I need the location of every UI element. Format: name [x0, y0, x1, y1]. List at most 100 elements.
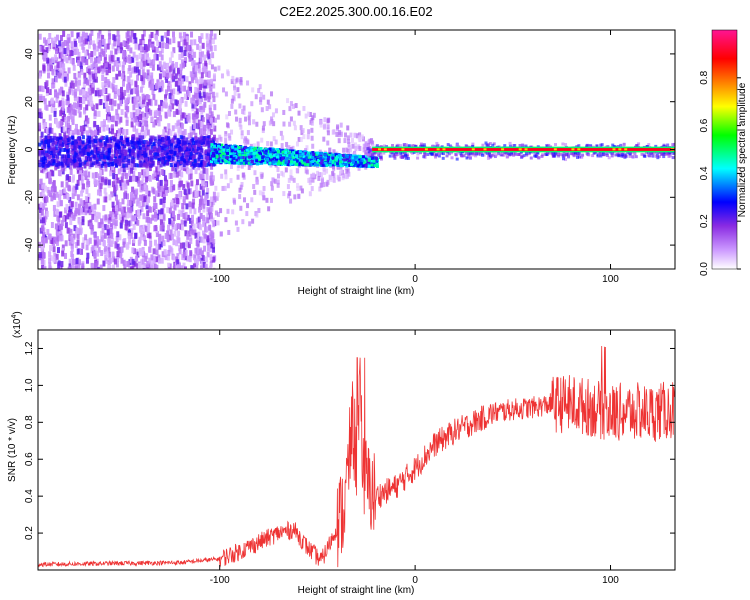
heatmap-cell: [238, 121, 242, 127]
heatmap-cell: [191, 202, 195, 209]
heatmap-cell: [84, 160, 88, 165]
heatmap-cell: [54, 140, 58, 145]
heatmap-cell: [44, 135, 48, 140]
heatmap-cell: [209, 101, 213, 107]
heatmap-cell: [141, 143, 145, 148]
heatmap-cell: [87, 68, 91, 75]
heatmap-cell: [168, 71, 172, 78]
heatmap-cell: [115, 150, 119, 155]
heatmap-cell: [66, 91, 70, 98]
heatmap-cell: [78, 149, 82, 154]
heatmap-cell: [197, 231, 201, 238]
heatmap-cell: [156, 79, 160, 86]
heatmap-cell: [195, 163, 199, 168]
heatmap-cell: [121, 128, 125, 135]
heatmap-cell: [172, 198, 176, 205]
heatmap-cell: [279, 130, 283, 136]
heatmap-cell: [64, 121, 68, 128]
heatmap-cell: [67, 37, 71, 44]
heatmap-cell: [65, 144, 69, 149]
heatmap-cell: [138, 145, 142, 150]
heatmap-cell: [135, 128, 139, 135]
heatmap-cell: [114, 114, 118, 121]
heatmap-cell: [114, 241, 118, 248]
heatmap-cell: [186, 233, 190, 240]
heatmap-cell: [167, 262, 171, 269]
heatmap-cell: [165, 76, 169, 83]
heatmap-cell: [116, 202, 120, 209]
heatmap-cell: [107, 232, 111, 239]
heatmap-cell: [56, 92, 60, 99]
heatmap-cell: [178, 73, 182, 80]
heatmap-cell: [126, 179, 130, 186]
heatmap-cell: [179, 36, 183, 43]
heatmap-cell: [132, 125, 136, 132]
heatmap-cell: [145, 46, 149, 53]
heatmap-cell: [122, 166, 126, 173]
heatmap-cell: [145, 144, 149, 149]
heatmap-cell: [74, 210, 78, 217]
heatmap-cell: [64, 222, 68, 229]
heatmap-cell: [145, 199, 149, 206]
heatmap-cell: [85, 202, 89, 209]
heatmap-cell: [74, 88, 78, 95]
heatmap-cell: [212, 256, 216, 263]
heatmap-cell: [62, 126, 66, 133]
heatmap-cell: [76, 48, 80, 55]
heatmap-cell: [144, 225, 148, 232]
heatmap-cell: [203, 199, 207, 206]
heatmap-cell: [83, 38, 87, 45]
heatmap-cell: [154, 203, 158, 210]
heatmap-cell: [137, 150, 141, 155]
heatmap-cell: [199, 212, 203, 219]
heatmap-cell: [163, 146, 167, 151]
heatmap-cell: [132, 237, 136, 244]
heatmap-cell: [107, 116, 111, 123]
heatmap-cell: [189, 250, 193, 257]
heatmap-cell: [90, 136, 94, 143]
heatmap-cell: [96, 141, 100, 146]
heatmap-cell: [98, 142, 102, 147]
heatmap-cell: [82, 154, 86, 161]
heatmap-cell: [59, 200, 63, 207]
heatmap-cell: [45, 210, 49, 217]
heatmap-cell: [39, 178, 43, 185]
heatmap-cell: [190, 161, 194, 166]
heatmap-cell: [96, 87, 100, 94]
heatmap-cell: [146, 53, 150, 60]
heatmap-cell: [83, 72, 87, 79]
heatmap-cell: [85, 244, 89, 251]
heatmap-cell: [166, 30, 170, 37]
heatmap-cell: [120, 166, 124, 173]
heatmap-cell: [193, 254, 197, 261]
heatmap-cell: [153, 138, 157, 143]
heatmap-cell: [108, 238, 112, 245]
heatmap-cell: [114, 213, 118, 220]
heatmap-cell: [103, 146, 107, 151]
heatmap-cell: [313, 155, 317, 159]
heatmap-cell: [199, 128, 203, 135]
heatmap-cell: [76, 129, 80, 136]
heatmap-cell: [176, 223, 180, 230]
heatmap-cell: [211, 123, 215, 129]
heatmap-cell: [156, 64, 160, 71]
heatmap-cell: [90, 51, 94, 58]
heatmap-cell: [166, 236, 170, 243]
heatmap-cell: [171, 125, 175, 132]
heatmap-cell: [187, 144, 191, 149]
heatmap-cell: [60, 58, 64, 65]
heatmap-cell: [90, 30, 94, 37]
heatmap-cell: [201, 215, 205, 222]
heatmap-cell: [161, 223, 165, 230]
heatmap-cell: [68, 88, 72, 95]
heatmap-cell: [171, 156, 175, 161]
heatmap-cell: [253, 189, 257, 195]
heatmap-cell: [176, 259, 180, 266]
heatmap-cell: [94, 144, 98, 149]
heatmap-cell: [121, 61, 125, 68]
heatmap-cell: [126, 260, 130, 267]
heatmap-cell: [77, 262, 81, 269]
heatmap-cell: [44, 121, 48, 128]
heatmap-cell: [88, 80, 92, 87]
heatmap-cell: [322, 182, 326, 188]
